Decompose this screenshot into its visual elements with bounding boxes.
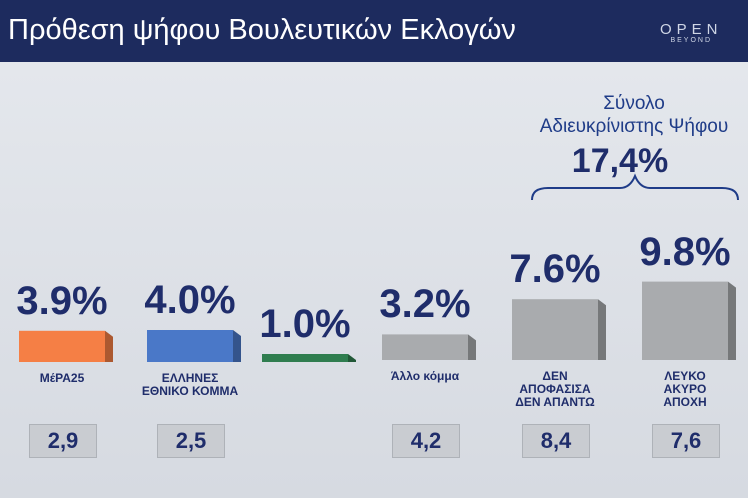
logo-text: OPEN: [660, 21, 723, 38]
previous-value: 7,6: [652, 424, 720, 458]
category-label: ΔΕΝ ΑΠΟΦΑΣΙΣΑ ΔΕΝ ΑΠΑΝΤΩ: [515, 369, 595, 409]
previous-value: 4,2: [392, 424, 460, 458]
bar: [382, 334, 468, 360]
bar-side: [348, 354, 356, 362]
bar-side: [233, 330, 241, 362]
annotation-value: 17,4%: [571, 142, 669, 180]
value-label: 3.9%: [16, 278, 108, 323]
previous-value: 2,9: [29, 424, 97, 458]
bar-side: [728, 281, 736, 360]
category-label: ΕΛΛΗΝΕΣ ΕΘΝΙΚΟ ΚΟΜΜΑ: [141, 371, 239, 398]
value-label: 3.2%: [379, 282, 471, 327]
bar: [147, 330, 233, 362]
logo-sub: BEYOND: [670, 37, 713, 44]
brace: [531, 173, 739, 201]
bar-side: [468, 334, 476, 360]
bar: [512, 299, 598, 360]
logo: OPEN BEYOND: [660, 22, 723, 44]
chart-title: Πρόθεση ψήφου Βουλευτικών Εκλογών: [8, 14, 516, 46]
value-label: 9.8%: [639, 229, 731, 274]
bar: [19, 330, 105, 362]
previous-value: 2,5: [157, 424, 225, 458]
value-label: 7.6%: [509, 247, 601, 292]
bar-side: [105, 330, 113, 362]
category-label: ΜέΡΑ25: [39, 371, 85, 385]
bar-side: [598, 299, 606, 360]
bar: [642, 281, 728, 360]
header: Πρόθεση ψήφου Βουλευτικών Εκλογών OPEN BE…: [0, 0, 748, 62]
category-label: Άλλο κόμμα: [390, 369, 460, 383]
previous-value: 8,4: [522, 424, 590, 458]
bar: [262, 354, 348, 362]
category-label: ΛΕΥΚΟ ΑΚΥΡΟ ΑΠΟΧΗ: [663, 369, 707, 409]
value-label: 4.0%: [144, 278, 236, 322]
annotation: Σύνολο Αδιευκρίνιστης Ψήφου: [539, 93, 729, 137]
value-label: 1.0%: [259, 302, 351, 346]
